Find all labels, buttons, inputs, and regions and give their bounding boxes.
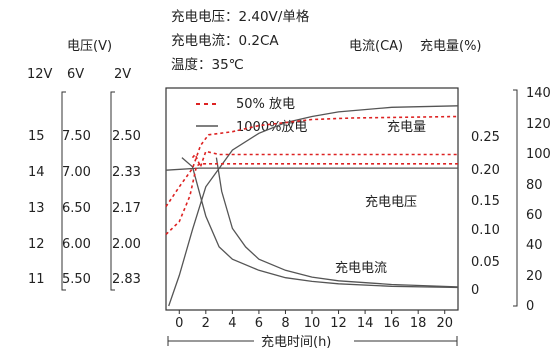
tick-current: 0.20 (471, 163, 500, 178)
tick-capacity: 140 (526, 86, 551, 101)
condition-temperature: 温度：35℃ (171, 57, 244, 73)
tick-6v: 6.50 (62, 201, 91, 216)
series-line-dashed-6 (165, 115, 459, 208)
tick-2v: 2.83 (112, 272, 141, 287)
x-axis-label: 充电时间(h) (261, 334, 331, 350)
tick-current: 0.25 (471, 130, 500, 145)
tick-capacity: 40 (526, 238, 543, 253)
x-tick-label: 18 (410, 316, 427, 331)
legend: 50% 放电 1000%放电 (196, 97, 307, 135)
legend-dashed-label: 50% 放电 (236, 97, 295, 112)
right-scale-capacity: 140 120 100 80 60 40 20 0 (526, 86, 551, 314)
tick-2v: 2.50 (112, 129, 141, 144)
right-scale-bracket-capacity (513, 89, 518, 307)
tick-6v: 7.50 (62, 129, 91, 144)
series-line-solid-3 (168, 105, 459, 307)
x-tick-label: 2 (202, 316, 210, 331)
series-line-dashed-4 (165, 163, 458, 235)
condition-voltage: 充电电压：2.40V/单格 (171, 9, 310, 25)
x-tick-label: 10 (304, 316, 321, 331)
series-line-solid-2 (215, 157, 459, 288)
series-line-solid-1 (181, 157, 459, 289)
x-axis-label-group: 充电时间(h) (167, 334, 458, 350)
x-axis: 0 2 4 6 8 10 12 14 16 18 20 (175, 310, 453, 331)
series-layer (165, 105, 459, 307)
series-line-dashed-5 (191, 150, 458, 170)
curve-label-current: 充电电流 (335, 260, 387, 276)
left-scale-2v: 2.50 2.33 2.17 2.00 2.83 (112, 129, 141, 287)
tick-current: 0.15 (471, 194, 500, 209)
x-tick-label: 6 (255, 316, 263, 331)
x-tick-label: 0 (175, 316, 183, 331)
curve-label-voltage: 充电电压 (365, 194, 417, 210)
tick-12v: 12 (28, 237, 45, 252)
tick-2v: 2.00 (112, 237, 141, 252)
tick-capacity: 20 (526, 269, 543, 284)
x-tick-label: 4 (228, 316, 236, 331)
tick-2v: 2.17 (112, 201, 141, 216)
tick-capacity: 120 (526, 117, 551, 132)
tick-6v: 7.00 (62, 165, 91, 180)
left-scale-bracket-6v (61, 91, 66, 291)
tick-2v: 2.33 (112, 165, 141, 180)
right-axis-title-current: 电流(CA) (349, 39, 403, 54)
scale-name-2v: 2V (114, 67, 131, 82)
tick-current: 0.05 (471, 255, 500, 270)
tick-12v: 15 (28, 129, 45, 144)
x-tick-label: 14 (357, 316, 374, 331)
tick-capacity: 60 (526, 208, 543, 223)
right-scale-current: 0.25 0.20 0.15 0.10 0.05 0 (471, 130, 500, 298)
condition-current: 充电电流：0.2CA (171, 33, 279, 49)
tick-capacity: 100 (526, 147, 551, 162)
tick-6v: 5.50 (62, 272, 91, 287)
tick-capacity: 0 (526, 299, 534, 314)
right-axis-title-capacity: 充电量(%) (420, 38, 482, 54)
tick-12v: 14 (28, 165, 45, 180)
tick-12v: 13 (28, 201, 45, 216)
x-tick-label: 16 (383, 316, 400, 331)
left-scale-12v: 15 14 13 12 11 (28, 129, 45, 287)
tick-capacity: 80 (526, 178, 543, 193)
tick-current: 0.10 (471, 223, 500, 238)
left-axis-title: 电压(V) (67, 39, 112, 54)
left-scale-6v: 7.50 7.00 6.50 6.00 5.50 (62, 129, 91, 287)
tick-current: 0 (471, 283, 479, 298)
scale-name-12v: 12V (27, 67, 53, 82)
curve-label-capacity: 充电量 (387, 119, 426, 135)
tick-6v: 6.00 (62, 237, 91, 252)
left-scale-bracket-2v (110, 91, 115, 291)
x-tick-label: 20 (436, 316, 453, 331)
x-tick-label: 8 (281, 316, 289, 331)
x-tick-label: 12 (330, 316, 347, 331)
series-line-solid-0 (165, 167, 458, 171)
tick-12v: 11 (28, 272, 45, 287)
scale-name-6v: 6V (67, 67, 84, 82)
